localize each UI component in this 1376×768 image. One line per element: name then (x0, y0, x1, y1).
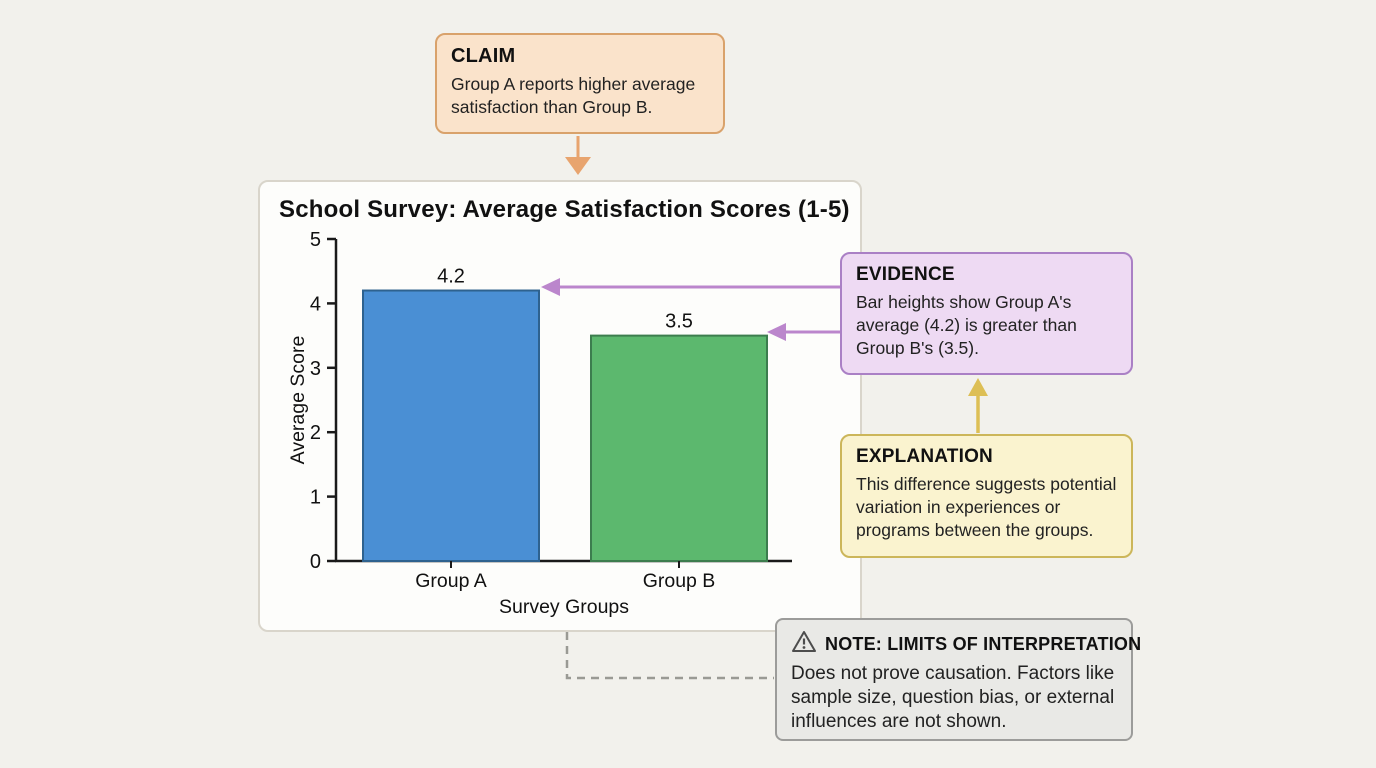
svg-text:0: 0 (310, 551, 321, 573)
svg-text:Average Score: Average Score (287, 336, 309, 465)
svg-text:1: 1 (310, 487, 321, 509)
claim-box-body: Group A reports higher average satisfact… (451, 74, 696, 117)
note-box-title: NOTE: LIMITS OF INTERPRETATION (825, 633, 1142, 654)
chart-title: School Survey: Average Satisfaction Scor… (279, 196, 850, 223)
svg-text:Group A: Group A (415, 570, 487, 592)
claim-box-title: CLAIM (451, 45, 516, 67)
note-box-body: Does not prove causation. Factors like s… (791, 663, 1115, 732)
svg-text:3: 3 (310, 358, 321, 380)
svg-text:2: 2 (310, 422, 321, 444)
explanation-box-body: This difference suggests potential varia… (856, 474, 1117, 540)
claim-to-chart-arrow (565, 136, 591, 175)
svg-text:Survey Groups: Survey Groups (499, 596, 629, 618)
evidence-box-body: Bar heights show Group A's average (4.2)… (856, 292, 1077, 358)
svg-text:4: 4 (310, 293, 321, 315)
chart-to-note-dashed-connector (565, 632, 774, 680)
explanation-box: EXPLANATION This difference suggests pot… (840, 434, 1133, 558)
explanation-to-evidence-arrow (968, 378, 988, 433)
bar-chart: 0 1 2 3 4 5 4.2 Group A 3.5 Group B Survey Groups A… (287, 229, 792, 618)
evidence-box: EVIDENCE Bar heights show Group A's aver… (840, 252, 1133, 375)
evidence-box-title: EVIDENCE (856, 264, 955, 285)
explanation-box-title: EXPLANATION (856, 446, 993, 467)
warning-triangle-icon (791, 630, 817, 658)
svg-text:4.2: 4.2 (437, 266, 465, 288)
note-box: NOTE: LIMITS OF INTERPRETATION Does not … (775, 618, 1141, 741)
svg-text:5: 5 (310, 229, 321, 251)
chart-panel: School Survey: Average Satisfaction Scor… (258, 180, 862, 632)
svg-text:3.5: 3.5 (665, 311, 693, 333)
note-title-row: NOTE: LIMITS OF INTERPRETATION (791, 630, 1141, 658)
svg-text:Group B: Group B (643, 570, 716, 592)
claim-box: CLAIM Group A reports higher average sat… (435, 33, 725, 134)
